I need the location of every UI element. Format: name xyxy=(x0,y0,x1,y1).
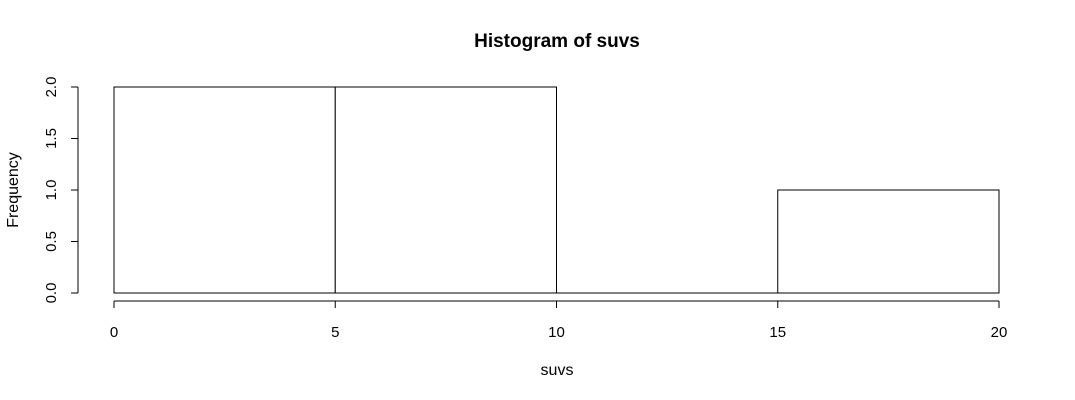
histogram-bar-0 xyxy=(113,86,336,294)
y-tick-label-0: 0.0 xyxy=(43,283,60,304)
histogram-bar-1 xyxy=(334,86,557,294)
bars-group xyxy=(113,86,1000,294)
y-tick-label-3: 1.5 xyxy=(43,128,60,149)
x-tick-label-4: 20 xyxy=(991,324,1008,341)
x-tick-label-1: 5 xyxy=(331,324,339,341)
y-tick-label-4: 2.0 xyxy=(43,77,60,98)
chart-title: Histogram of suvs xyxy=(474,31,640,52)
y-axis: 0.0 0.5 1.0 1.5 2.0 xyxy=(43,77,79,304)
x-tick-label-0: 0 xyxy=(110,324,118,341)
x-axis-label: suvs xyxy=(541,362,574,379)
y-tick-label-2: 1.0 xyxy=(43,180,60,201)
histogram-bar-3 xyxy=(777,189,1000,294)
x-tick-label-2: 10 xyxy=(548,324,565,341)
x-tick-label-3: 15 xyxy=(769,324,786,341)
y-axis-label: Frequency xyxy=(5,152,22,228)
y-tick-label-1: 0.5 xyxy=(43,231,60,252)
x-axis: 0 5 10 15 20 xyxy=(110,300,1008,341)
